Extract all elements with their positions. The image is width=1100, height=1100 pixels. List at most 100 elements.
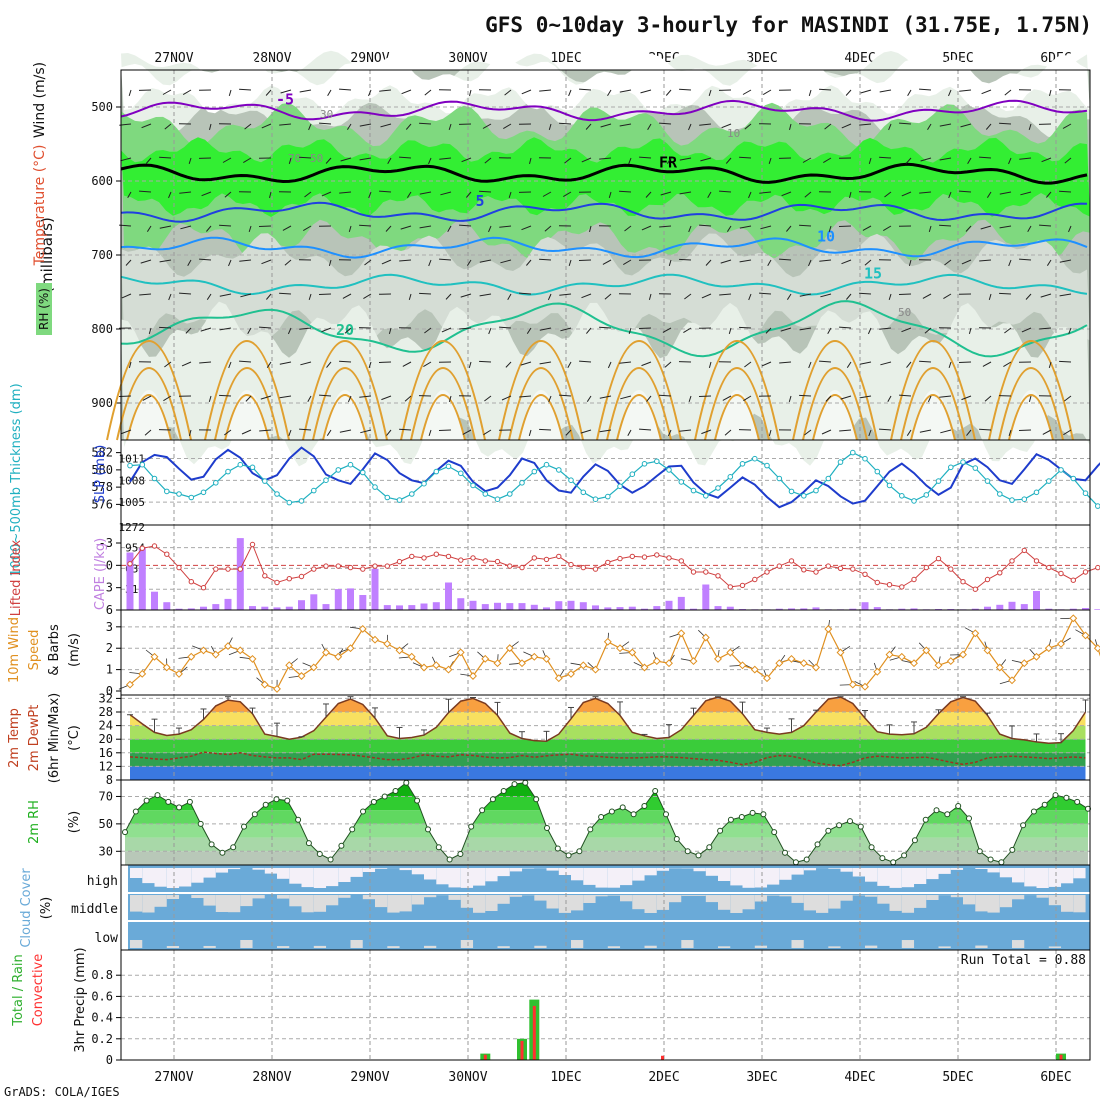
wind-barb <box>199 258 212 261</box>
cloud-gap-middle <box>252 895 265 899</box>
cloud-gap-middle <box>583 895 596 903</box>
wind-speed-marker <box>554 674 563 683</box>
wind-barb <box>125 259 132 266</box>
thickness-marker <box>482 491 489 497</box>
rh-marker <box>425 826 431 833</box>
wind-barb <box>708 89 712 97</box>
temp-contour-label: 5 <box>475 192 484 210</box>
thickness-marker <box>1033 489 1040 496</box>
wind-barb <box>567 361 572 369</box>
temp-contour <box>120 236 1088 259</box>
cloud-gap-high <box>1024 868 1037 887</box>
wind-barb <box>825 395 832 402</box>
thickness-marker <box>262 478 268 484</box>
thickness-marker <box>923 492 930 498</box>
bottom-date-label: 29NOV <box>350 1070 389 1085</box>
cape-bar <box>628 606 636 610</box>
cloud-gap-middle <box>313 895 327 912</box>
wind-barb <box>839 326 852 329</box>
wind-barb <box>206 293 212 300</box>
cape-bar <box>690 608 697 610</box>
cloud-gap-low <box>681 940 694 949</box>
thickness-marker <box>421 480 427 487</box>
wind-barb <box>780 327 792 332</box>
rh-marker <box>1041 801 1048 808</box>
lifted-index-marker <box>176 564 182 571</box>
wind-speed-marker <box>199 646 208 655</box>
wind-barb <box>619 89 632 93</box>
wind-barb <box>958 361 972 363</box>
thickness-marker <box>641 461 648 467</box>
rh-marker <box>868 844 875 851</box>
wind-barb <box>888 293 892 301</box>
cape-bar <box>604 607 612 610</box>
cloud-gap-high <box>840 868 853 872</box>
wind-barb <box>164 361 172 368</box>
thickness-marker <box>384 494 391 501</box>
cloud-gap-low <box>828 946 841 948</box>
wind-barb <box>662 327 672 333</box>
thickness-marker <box>298 498 305 504</box>
wind-speed-marker <box>322 648 330 657</box>
cape-bar <box>249 606 256 610</box>
cloud-gap-middle <box>669 895 682 903</box>
cloud-gap-middle <box>999 895 1013 908</box>
rh-marker <box>619 804 626 811</box>
top-date-label: 27NOV <box>154 51 193 66</box>
wind-speed-marker <box>260 680 269 689</box>
cloud-gap-middle <box>987 895 1000 913</box>
cape-bar <box>592 605 599 610</box>
rh-marker <box>760 811 767 818</box>
y-tick-label: 3 <box>106 581 113 595</box>
thickness-marker <box>445 463 452 470</box>
wind-speed-marker <box>579 661 588 670</box>
thickness-marker <box>715 485 721 491</box>
wind-speed-marker <box>910 659 918 668</box>
wind-barb <box>838 225 852 227</box>
wind-barb <box>282 225 292 231</box>
wind-barb <box>560 327 572 332</box>
wind-barb <box>1008 259 1012 267</box>
lifted-index-marker <box>862 571 868 577</box>
cloud-gap-high <box>1036 868 1049 888</box>
wind-barb <box>348 225 352 233</box>
wind-barb <box>399 259 412 262</box>
cape-bar <box>151 591 158 610</box>
wind-barb <box>479 360 492 363</box>
wind-barb <box>248 225 252 233</box>
cape-bar <box>359 595 367 610</box>
wind-barb <box>799 224 812 227</box>
wind-barb <box>359 224 372 227</box>
wind-barb <box>328 259 332 267</box>
cloud-gap-high <box>754 868 768 888</box>
precip-legend-convective: Convective <box>31 954 46 1027</box>
cloud-gap-low <box>203 945 216 948</box>
temp-axis-title-3: (6hr Min/Max) <box>47 693 62 783</box>
wind-speed-marker <box>812 663 820 672</box>
cloud-gap-low <box>130 940 143 948</box>
thickness-marker <box>899 493 905 499</box>
wind-speed-marker <box>1032 652 1041 661</box>
wind-barb <box>284 259 292 266</box>
thickness-marker <box>654 458 660 465</box>
wind-barb <box>378 361 392 363</box>
rh-marker <box>208 841 215 848</box>
temp-contour-warm <box>812 394 858 441</box>
wind-barb <box>948 191 952 199</box>
bottom-date-label: 1DEC <box>550 1070 581 1085</box>
cape-bar <box>1094 609 1100 610</box>
cloud-gap-middle <box>240 895 253 907</box>
wind-barb <box>579 360 592 363</box>
cloud-gap-middle <box>571 895 584 911</box>
temp-band <box>130 725 1086 740</box>
thickness-marker <box>1070 475 1077 482</box>
wind-barb <box>705 259 712 266</box>
wind-barb <box>440 191 452 196</box>
thickness-marker <box>568 477 574 484</box>
cloud-gap-middle <box>166 895 180 899</box>
thickness-marker <box>1058 467 1064 473</box>
cloud-gap-high <box>203 868 216 878</box>
wind-barb <box>499 326 512 329</box>
temp-contour-warm <box>302 340 388 441</box>
wind-barb <box>919 191 932 194</box>
